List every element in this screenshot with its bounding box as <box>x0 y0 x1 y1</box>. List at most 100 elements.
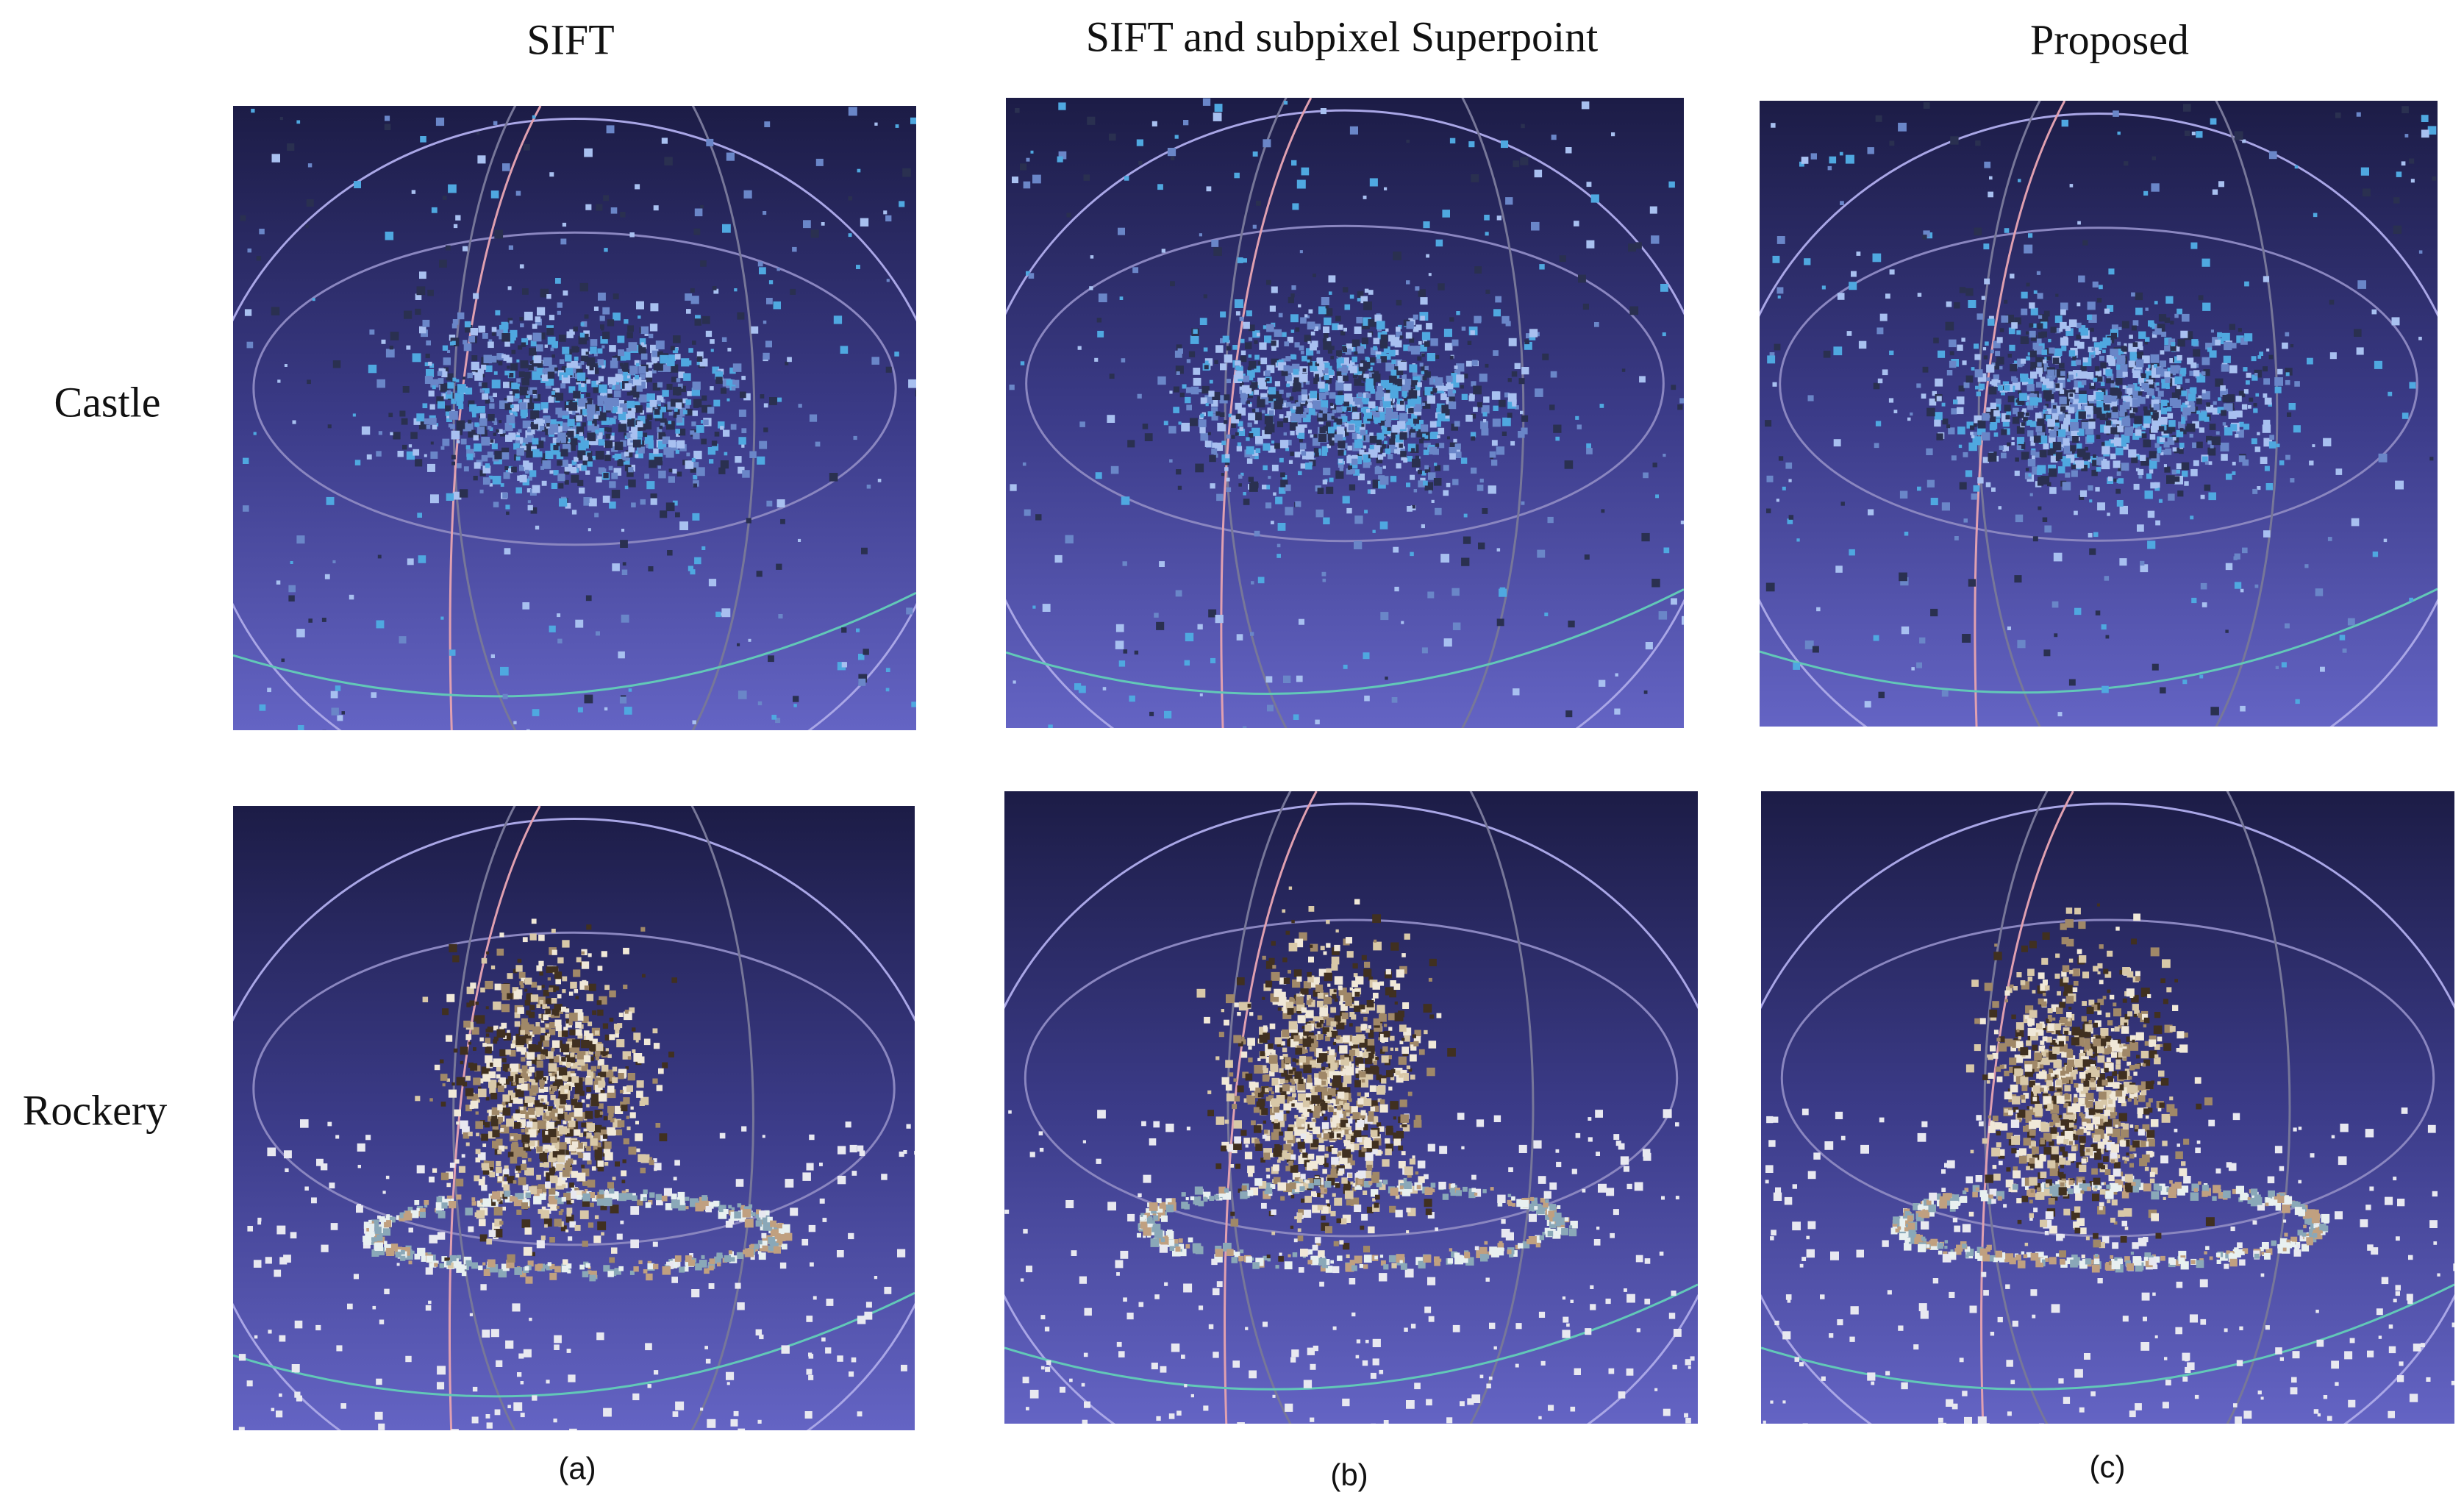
point <box>588 367 595 375</box>
point <box>856 265 860 269</box>
point <box>2249 397 2254 402</box>
point <box>549 1058 554 1063</box>
point <box>1299 438 1303 443</box>
trackball-ring <box>252 931 896 1246</box>
point <box>503 354 510 361</box>
point <box>652 382 660 391</box>
point <box>488 339 493 343</box>
point <box>465 445 471 450</box>
point <box>1514 363 1521 369</box>
point <box>1369 178 1378 187</box>
point <box>1407 346 1414 352</box>
point <box>1507 393 1517 402</box>
point <box>2230 424 2238 431</box>
point <box>1957 407 1964 415</box>
point <box>1324 363 1330 369</box>
point <box>510 404 514 408</box>
point <box>618 368 622 374</box>
point <box>541 419 545 424</box>
point <box>1983 243 1990 250</box>
point <box>1136 139 1143 146</box>
point <box>1765 420 1772 427</box>
point <box>296 120 301 124</box>
point <box>2076 449 2086 457</box>
point <box>1993 340 2001 349</box>
point <box>402 386 410 393</box>
point <box>508 432 516 440</box>
point <box>574 356 579 361</box>
point <box>2224 425 2228 429</box>
point <box>2048 468 2057 477</box>
point <box>463 340 468 345</box>
point <box>1493 309 1501 317</box>
point <box>1521 427 1528 435</box>
point <box>1313 448 1319 453</box>
point <box>2128 360 2135 368</box>
point <box>554 1004 563 1013</box>
point <box>1310 390 1318 399</box>
point <box>329 1182 335 1189</box>
point <box>2030 371 2038 379</box>
point <box>1463 513 1468 518</box>
point <box>624 383 632 390</box>
point <box>2131 292 2135 297</box>
point <box>628 688 632 692</box>
point <box>1167 148 1176 157</box>
point <box>1173 407 1179 413</box>
column-header: Proposed <box>2030 15 2189 63</box>
point <box>2160 687 2166 693</box>
point <box>449 410 458 420</box>
point <box>2110 382 2117 388</box>
point <box>779 1262 787 1269</box>
point <box>557 460 563 466</box>
point <box>1575 415 1579 420</box>
point <box>405 1355 412 1363</box>
point <box>2063 446 2072 454</box>
point <box>2143 421 2150 428</box>
point <box>1078 685 1086 693</box>
point <box>2150 354 2160 363</box>
point <box>1643 690 1648 694</box>
point <box>2057 435 2066 445</box>
point <box>2077 221 2081 225</box>
point <box>2110 396 2116 402</box>
point <box>2027 458 2036 467</box>
point <box>1614 708 1621 715</box>
point <box>667 354 672 360</box>
point <box>1372 406 1379 413</box>
point <box>562 989 566 993</box>
point <box>1279 457 1284 463</box>
point <box>2276 443 2280 448</box>
point <box>535 525 540 530</box>
point <box>1277 362 1287 371</box>
point <box>2097 502 2105 511</box>
point <box>1974 415 1982 424</box>
point <box>1327 349 1333 354</box>
point <box>1321 450 1327 456</box>
point <box>1628 243 1636 252</box>
point <box>496 429 499 433</box>
point <box>2164 338 2172 346</box>
point <box>883 210 888 215</box>
point <box>611 472 618 479</box>
point <box>2106 378 2111 384</box>
point <box>479 1037 484 1042</box>
point <box>2130 390 2139 399</box>
point <box>2205 343 2213 350</box>
point <box>610 207 618 214</box>
point <box>2002 448 2007 452</box>
point <box>522 288 529 295</box>
point <box>1376 385 1383 392</box>
point <box>1385 328 1389 332</box>
point <box>1401 621 1404 624</box>
point <box>2179 428 2184 432</box>
point <box>2088 458 2091 462</box>
point <box>588 528 591 532</box>
point <box>1305 451 1314 460</box>
point <box>677 383 683 389</box>
point <box>2029 493 2033 496</box>
point <box>1200 397 1207 404</box>
point <box>1321 407 1328 414</box>
point <box>426 340 431 346</box>
point <box>536 344 543 352</box>
